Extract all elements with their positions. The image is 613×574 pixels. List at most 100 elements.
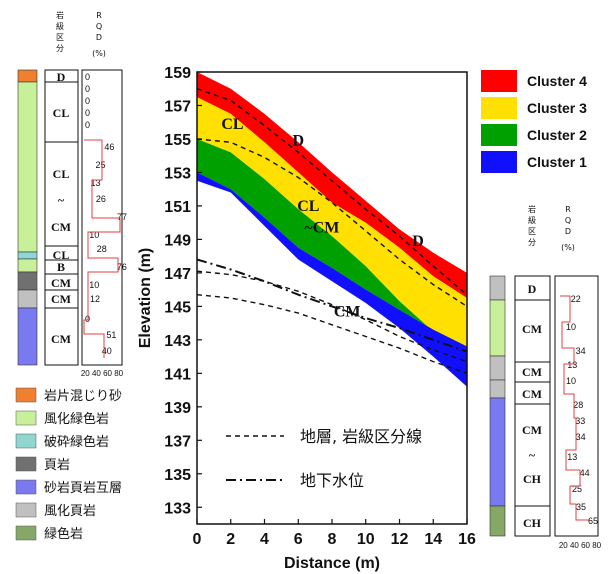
lithology-swatch — [15, 456, 37, 472]
lithology-label: 頁岩 — [44, 458, 70, 473]
rqd-value: 10 — [89, 280, 99, 290]
rqd-profile — [83, 139, 121, 358]
boundary-line — [196, 138, 468, 307]
section-plot: 0 2 4 6 8 10 12 14 16 133 135 137 139 141 143 145 147 149… — [137, 65, 476, 572]
rock-grade-label: D — [57, 70, 66, 84]
rqd-value: 22 — [571, 294, 581, 304]
borehole-log-left: 岩級区分RQD(%)DCLCL~CMCLBCMCMCM0000046251326… — [17, 10, 127, 378]
legend-swatch — [481, 97, 517, 119]
y-tick-label: 155 — [164, 132, 191, 149]
lithology-label: 緑色岩 — [44, 526, 83, 542]
rock-grade-column — [514, 275, 551, 537]
rqd-value: 34 — [576, 346, 586, 356]
cluster-area-4 — [197, 72, 467, 298]
rqd-header-char: Q — [565, 216, 571, 225]
y-tick-label: 147 — [164, 266, 191, 283]
lithology-segment — [17, 69, 38, 83]
rqd-unit: (%) — [92, 49, 106, 58]
rqd-value: 0 — [85, 72, 90, 82]
zone-label: CL — [221, 116, 243, 133]
lithology-label: 砂岩頁岩互層 — [44, 481, 122, 496]
lithology-swatch — [15, 433, 37, 449]
lithology-swatch — [15, 410, 37, 426]
lithology-segment — [489, 275, 506, 301]
rock-grade-label: CL — [53, 248, 70, 262]
lithology-label: 風化緑色岩 — [44, 411, 109, 427]
lithology-segment — [17, 251, 38, 260]
legend-label: Cluster 3 — [527, 100, 587, 116]
legend-label: Cluster 4 — [527, 73, 587, 89]
rqd-value: 28 — [97, 244, 107, 254]
lithology-label: 風化頁岩 — [44, 504, 96, 519]
rqd-value: 65 — [588, 516, 598, 526]
rqd-value: 33 — [575, 416, 585, 426]
y-tick-label: 143 — [164, 333, 191, 350]
rqd-profile — [560, 295, 590, 521]
rock-grade-label: CM — [51, 332, 71, 346]
line-legend-label: 地下水位 — [300, 471, 364, 490]
lithology-segment — [17, 307, 38, 366]
x-tick-label: 16 — [458, 531, 476, 548]
borehole-log-right: 岩級区分RQD(%)DCMCMCMCM~CHCH2210341310283334… — [489, 204, 602, 550]
x-tick-label: 0 — [193, 531, 202, 548]
boundary-line — [196, 270, 468, 363]
rqd-value: 10 — [566, 376, 576, 386]
y-tick-label: 141 — [164, 366, 191, 383]
rqd-value: 13 — [90, 178, 100, 188]
rock-grade-label: ~ — [58, 193, 65, 207]
rqd-value: 10 — [566, 322, 576, 332]
zone-label: D — [412, 233, 424, 250]
rqd-value: 77 — [117, 212, 127, 222]
rqd-axis-label: 20 40 60 80 — [81, 369, 124, 378]
boundary-line — [196, 294, 468, 374]
zone-label: CL — [297, 198, 319, 215]
lithology-segment — [489, 355, 506, 381]
lithology-segment — [489, 505, 506, 537]
rock-grade-label: CM — [522, 322, 542, 336]
boundary-line — [196, 88, 468, 296]
rqd-value: 13 — [567, 452, 577, 462]
rock-grade-header-char: 分 — [56, 44, 64, 53]
rqd-header-char: R — [96, 11, 102, 20]
rock-grade-label: CH — [523, 472, 542, 486]
cluster-area-2 — [197, 139, 467, 347]
lithology-segment — [489, 299, 506, 357]
x-tick-label: 10 — [357, 531, 375, 548]
rqd-header-char: R — [565, 205, 571, 214]
rqd-header-char: D — [96, 33, 102, 42]
zone-label: ~CM — [304, 220, 339, 237]
lithology-segment — [17, 81, 38, 253]
y-tick-label: 153 — [164, 165, 191, 182]
rqd-value: 0 — [85, 108, 90, 118]
rqd-value: 35 — [576, 502, 586, 512]
cluster-area-3 — [197, 97, 467, 347]
rqd-value: 25 — [572, 484, 582, 494]
rock-grade-label: B — [57, 260, 65, 274]
lithology-swatch — [15, 479, 37, 495]
lithology-segment — [17, 289, 38, 309]
rock-grade-header-char: 級 — [528, 215, 536, 225]
rqd-value: 0 — [85, 84, 90, 94]
rqd-value: 51 — [106, 330, 116, 340]
line-legend-label: 地層, 岩級区分線 — [300, 427, 422, 446]
rqd-value: 0 — [85, 120, 90, 130]
rqd-value: 10 — [89, 230, 99, 240]
legend-label: Cluster 2 — [527, 127, 587, 143]
rqd-header-char: D — [565, 227, 571, 236]
cluster-legend: Cluster 4 Cluster 3 Cluster 2 Cluster 1 — [481, 70, 587, 173]
rock-grade-label: CM — [51, 292, 71, 306]
rqd-value: 76 — [117, 262, 127, 272]
rock-grade-label: D — [528, 282, 537, 296]
y-tick-label: 133 — [164, 500, 191, 517]
rock-grade-header-char: 分 — [528, 238, 536, 247]
x-tick-label: 8 — [328, 531, 337, 548]
rqd-value: 46 — [104, 142, 114, 152]
rock-grade-label: CH — [523, 516, 542, 530]
rock-grade-header-char: 岩 — [56, 10, 64, 20]
lithology-segment — [489, 379, 506, 399]
y-tick-label: 139 — [164, 400, 191, 417]
rock-grade-label: CM — [51, 220, 71, 234]
lithology-label: 破砕緑色岩 — [44, 434, 109, 450]
